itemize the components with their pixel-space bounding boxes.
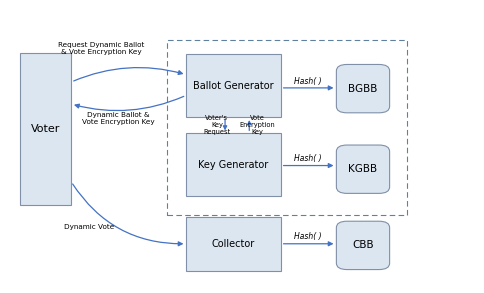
Text: Hash( ): Hash( ) xyxy=(293,76,321,86)
FancyBboxPatch shape xyxy=(336,221,390,270)
Text: Voter's
Key
Request: Voter's Key Request xyxy=(203,115,230,135)
Text: Dynamic Vote: Dynamic Vote xyxy=(64,224,115,230)
Text: Ballot Generator: Ballot Generator xyxy=(193,81,274,91)
FancyBboxPatch shape xyxy=(336,64,390,113)
Text: Voter: Voter xyxy=(31,124,60,134)
FancyBboxPatch shape xyxy=(20,53,71,205)
Text: Vote
Encryption
Key: Vote Encryption Key xyxy=(240,115,275,135)
Text: Dynamic Ballot &
Vote Encryption Key: Dynamic Ballot & Vote Encryption Key xyxy=(82,112,155,125)
Text: Key Generator: Key Generator xyxy=(198,160,269,170)
Text: CBB: CBB xyxy=(352,240,374,251)
Text: Hash( ): Hash( ) xyxy=(293,232,321,241)
FancyBboxPatch shape xyxy=(336,145,390,193)
FancyBboxPatch shape xyxy=(186,54,281,117)
Text: KGBB: KGBB xyxy=(348,164,378,174)
FancyBboxPatch shape xyxy=(186,133,281,196)
FancyBboxPatch shape xyxy=(186,217,281,271)
Text: Request Dynamic Ballot
& Vote Encryption Key: Request Dynamic Ballot & Vote Encryption… xyxy=(59,42,145,55)
Text: Collector: Collector xyxy=(212,239,255,249)
Text: BGBB: BGBB xyxy=(348,84,378,94)
Text: Hash( ): Hash( ) xyxy=(293,154,321,163)
